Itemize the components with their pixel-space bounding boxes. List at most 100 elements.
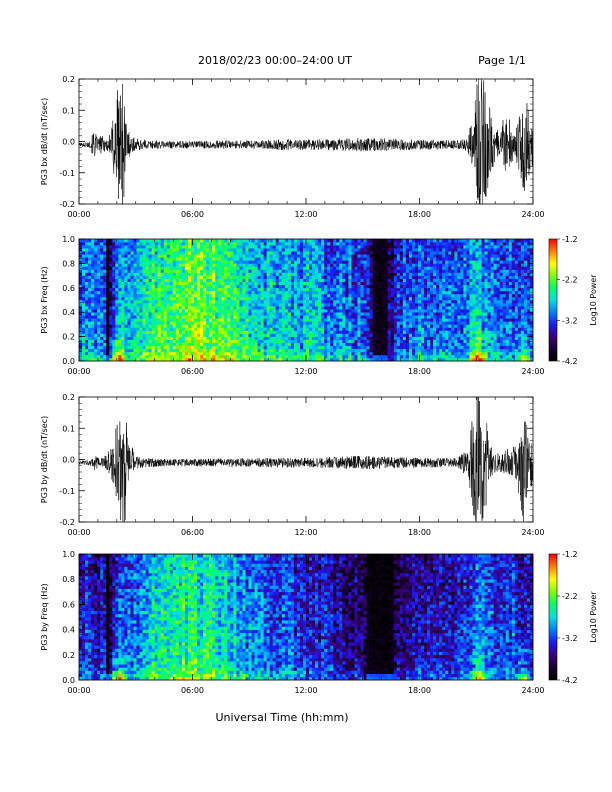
spectrogram-cell	[251, 296, 255, 301]
spectrogram-cell	[284, 251, 289, 255]
spectrogram-cell	[118, 245, 122, 249]
spectrogram-cell	[312, 284, 316, 289]
spectrogram-cell	[290, 284, 295, 289]
spectrogram-cell	[287, 272, 292, 276]
spectrogram-cell	[115, 296, 119, 301]
spectrogram-cell	[290, 300, 295, 304]
spectrogram-cell	[272, 348, 277, 353]
spectrogram-cell	[206, 336, 210, 340]
spectrogram-cell	[424, 254, 428, 258]
spectrogram-cell	[375, 339, 379, 343]
spectrogram-cell	[333, 357, 337, 362]
spectrogram-cell	[421, 269, 425, 273]
spectrogram-cell	[357, 351, 361, 356]
spectrogram-cell	[121, 287, 125, 292]
spectrogram-cell	[109, 284, 113, 289]
spectrogram-cell	[411, 312, 416, 316]
spectrogram-cell	[284, 287, 289, 292]
spectrogram-cell	[178, 278, 183, 282]
spectrogram-cell	[393, 254, 398, 258]
spectrogram-cell	[127, 330, 131, 334]
spectrogram-cell	[187, 306, 192, 310]
spectrogram-cell	[230, 293, 234, 298]
spectrogram-cell	[212, 269, 216, 273]
spectrogram-cell	[169, 321, 174, 325]
spectrogram-cell	[372, 312, 376, 316]
spectrogram-cell	[281, 318, 286, 322]
spectrogram-cell	[384, 275, 389, 279]
spectrogram-cell	[330, 254, 334, 258]
spectrogram-cell	[109, 318, 113, 322]
spectrogram-cell	[290, 309, 295, 313]
spectrogram-cell	[424, 239, 428, 243]
spectrogram-cell	[327, 354, 331, 359]
spectrogram-cell	[163, 242, 168, 246]
spectrogram-cell	[333, 300, 337, 304]
spectrogram-cell	[97, 336, 101, 340]
spectrogram-cell	[348, 306, 352, 310]
spectrogram-cell	[266, 318, 270, 322]
spectrogram-cell	[360, 318, 364, 322]
spectrogram-cell	[293, 260, 298, 264]
spectrogram-cell	[82, 239, 86, 243]
spectrogram-cell	[402, 260, 407, 264]
spectrogram-cell	[212, 354, 216, 359]
spectrogram-cell	[296, 272, 301, 276]
spectrogram-cell	[414, 257, 419, 261]
spectrogram-cell	[94, 300, 98, 304]
spectrogram-cell	[218, 296, 222, 301]
spectrogram-cell	[366, 300, 370, 304]
spectrogram-cell	[278, 293, 283, 298]
spectrogram-cell	[109, 330, 113, 334]
spectrogram-cell	[263, 312, 267, 316]
spectrogram-cell	[145, 248, 149, 252]
spectrogram-cell	[357, 293, 361, 298]
spectrogram-cell	[266, 281, 270, 286]
spectrogram-cell	[351, 330, 355, 334]
spectrogram-cell	[342, 324, 346, 328]
spectrogram-cell	[160, 306, 165, 310]
spectrogram-cell	[257, 263, 261, 267]
spectrogram-cell	[221, 245, 225, 249]
spectrogram-cell	[154, 345, 158, 350]
spectrogram-cell	[181, 251, 186, 255]
spectrogram-cell	[387, 303, 392, 307]
spectrogram-cell	[445, 309, 449, 313]
spectrogram-cell	[269, 306, 274, 310]
spectrogram-cell	[215, 354, 219, 359]
spectrogram-cell	[136, 260, 140, 264]
spectrogram-cell	[133, 293, 137, 298]
spectrogram-cell	[306, 333, 310, 337]
spectrogram-cell	[315, 357, 319, 362]
spectrogram-cell	[339, 245, 343, 249]
spectrogram-cell	[336, 321, 340, 325]
spectrogram-cell	[124, 248, 128, 252]
spectrogram-cell	[427, 357, 431, 362]
spectrogram-cell	[414, 303, 419, 307]
spectrogram-cell	[197, 303, 201, 307]
spectrogram-cell	[275, 287, 280, 292]
spectrogram-cell	[136, 357, 140, 362]
spectrogram-cell	[269, 251, 274, 255]
spectrogram-cell	[330, 330, 334, 334]
spectrogram-cell	[124, 239, 128, 243]
spectrogram-cell	[405, 278, 410, 282]
spectrogram-cell	[375, 254, 379, 258]
spectrogram-cell	[166, 242, 171, 246]
spectrogram-cell	[333, 278, 337, 282]
spectrogram-cell	[336, 290, 340, 295]
spectrogram-cell	[345, 303, 349, 307]
spectrogram-cell	[414, 287, 419, 292]
spectrogram-cell	[381, 248, 385, 252]
spectrogram-cell	[330, 287, 334, 292]
spectrogram-cell	[181, 351, 186, 356]
spectrogram-cell	[79, 245, 83, 249]
spectrogram-cell	[109, 348, 113, 353]
spectrogram-cell	[339, 318, 343, 322]
spectrogram-cell	[187, 239, 192, 243]
spectrogram-cell	[402, 242, 407, 246]
spectrogram-cell	[396, 333, 401, 337]
spectrogram-cell	[248, 321, 252, 325]
spectrogram-cell	[190, 300, 195, 304]
spectrogram-cell	[224, 287, 228, 292]
